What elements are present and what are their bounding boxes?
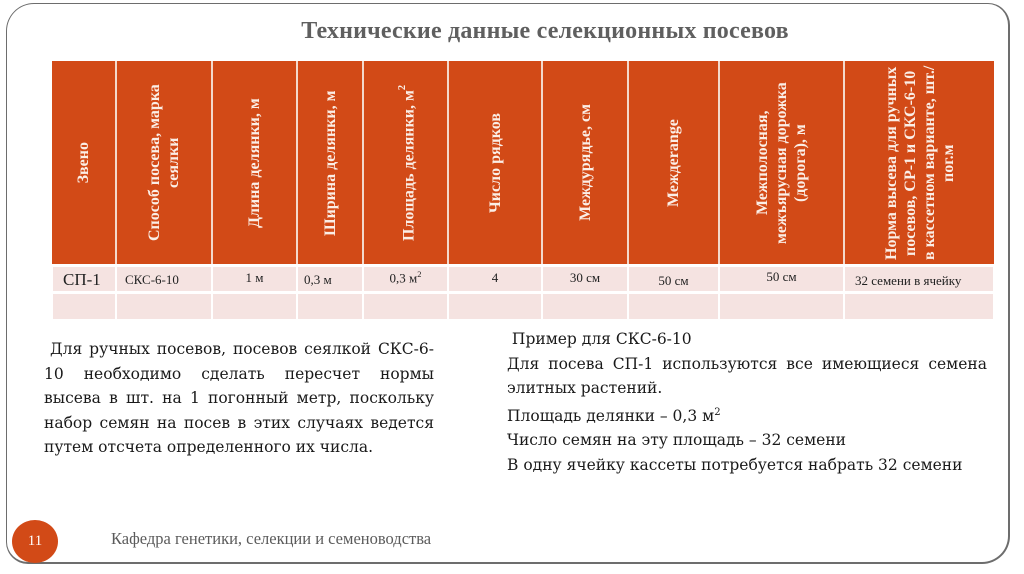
table-header-row: Звено Способ посева, марка сеялки Длина … xyxy=(52,61,994,266)
header-dlina: Длина делянки, м xyxy=(211,61,298,266)
example-line-seed-count: Число семян на эту площадь – 32 семени xyxy=(507,431,846,450)
cell-empty xyxy=(843,291,995,321)
header-zveno: Звено xyxy=(52,61,117,266)
cell-ploshchad: 0,3 м2 xyxy=(362,264,449,294)
cell-empty xyxy=(115,291,213,321)
page-number-badge: 11 xyxy=(12,520,58,563)
cell-empty xyxy=(447,291,543,321)
cell-norma: 32 семени в ячейку xyxy=(843,264,995,294)
table-row xyxy=(51,291,995,321)
header-shirina: Ширина делянки, м xyxy=(296,61,364,266)
cell-empty xyxy=(718,291,845,321)
example-line-cassette: В одну ячейку кассеты потребуется набрат… xyxy=(507,455,963,474)
cell-empty xyxy=(51,291,117,321)
cell-mezhdelyanochnaya: 50 см xyxy=(627,264,720,294)
example-heading: Пример для СКС-6-10 xyxy=(507,330,692,348)
technical-data-table: Звено Способ посева, марка сеялки Длина … xyxy=(51,61,995,321)
header-mezhduryadye: Междурядье, см xyxy=(541,61,629,266)
cell-empty xyxy=(541,291,629,321)
header-norma: Норма высева для ручных посевов, СР-1 и … xyxy=(843,61,994,266)
cell-chislo: 4 xyxy=(447,264,543,294)
header-sposob: Способ посева, марка сеялки xyxy=(115,61,213,266)
cell-mezhpolosnaya: 50 см xyxy=(718,264,845,294)
cell-sposob: СКС-6-10 xyxy=(115,264,213,294)
slide-title: Технические данные селекционных посевов xyxy=(301,18,789,44)
cell-empty xyxy=(362,291,449,321)
header-ploshchad: Площадь делянки, м2 xyxy=(362,61,449,266)
cell-mezhduryadye: 30 см xyxy=(541,264,629,294)
header-chislo-ryadkov: Число рядков xyxy=(447,61,543,266)
example-block: Пример для СКС-6-10 Для посева СП-1 испо… xyxy=(507,327,987,477)
footer-department: Кафедра генетики, селекции и семеноводст… xyxy=(111,529,432,548)
explanation-paragraph: Для ручных посевов, посевов сеялкой СКС-… xyxy=(44,340,434,456)
cell-zveno: СП-1 xyxy=(51,264,117,294)
example-line-seeds: Для посева СП-1 используются все имеющие… xyxy=(507,354,987,398)
cell-empty xyxy=(627,291,720,321)
example-line-area: Площадь делянки – 0,3 м2 xyxy=(507,406,721,425)
table-row: СП-1 СКС-6-10 1 м 0,3 м 0,3 м2 4 30 см 5… xyxy=(51,264,995,294)
header-mezhpolosnaya: Межполосная, межъярусная дорожка (дорога… xyxy=(718,61,845,266)
cell-shirina: 0,3 м xyxy=(296,264,364,294)
cell-empty xyxy=(211,291,298,321)
header-mezhdelyanochnaya: Междеrange xyxy=(627,61,720,266)
cell-dlina: 1 м xyxy=(211,264,298,294)
cell-empty xyxy=(296,291,364,321)
